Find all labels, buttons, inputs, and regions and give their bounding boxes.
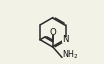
FancyBboxPatch shape [49,30,54,35]
Text: O: O [50,28,56,37]
FancyBboxPatch shape [64,52,71,58]
FancyBboxPatch shape [62,37,67,43]
Text: NH$_2$: NH$_2$ [62,49,79,61]
Text: N: N [63,35,69,44]
